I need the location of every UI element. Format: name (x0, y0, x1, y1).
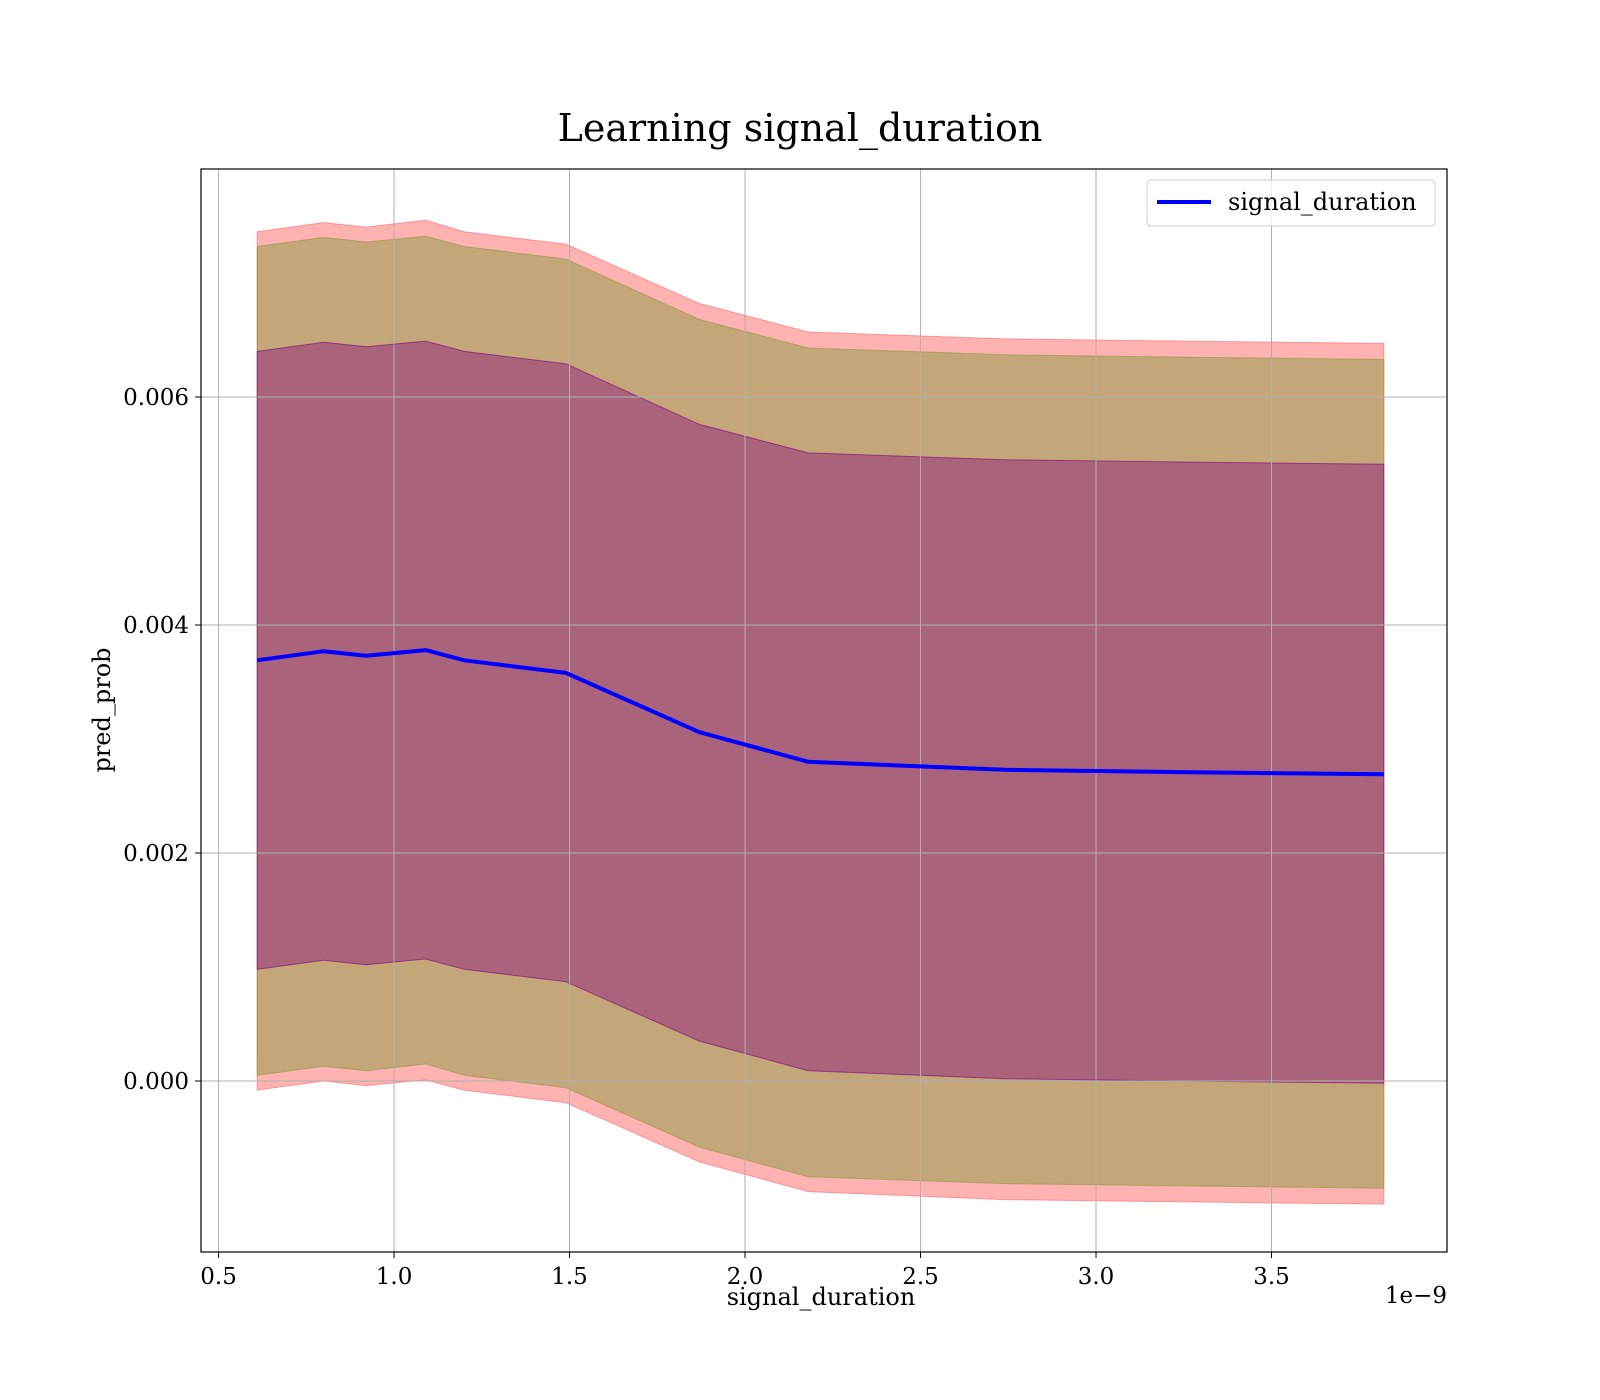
x-tick-label: 2.5 (902, 1264, 939, 1290)
x-offset-label: 1e−9 (1385, 1283, 1447, 1309)
series-line-1 (256, 648, 1384, 777)
axes-frame (200, 168, 1448, 1253)
plot-area: 0.5 1.0 1.5 2.0 2.5 3.0 3.5 0.000 0.002 0.004 0.00… (123, 168, 1448, 1290)
chart-title: Learning signal_duration (558, 106, 1043, 151)
x-tick-label: 0.5 (200, 1264, 237, 1290)
confidence-band-3 (256, 340, 1385, 1084)
x-tick-label: 1.0 (376, 1264, 413, 1290)
x-tick-label: 3.0 (1078, 1264, 1115, 1290)
y-tick-label: 0.000 (123, 1069, 189, 1095)
x-axis-label: signal_duration (727, 1283, 916, 1311)
y-tick-label: 0.004 (123, 613, 189, 639)
y-tick-label: 0.002 (123, 841, 189, 867)
y-axis-label: pred_prob (88, 647, 116, 772)
legend-label: signal_duration (1228, 188, 1417, 216)
x-tick-label: 3.5 (1253, 1264, 1290, 1290)
legend: signal_duration (1146, 179, 1436, 227)
y-tick-label: 0.006 (123, 385, 189, 411)
x-tick-label: 2.0 (727, 1264, 764, 1290)
confidence-band-2 (256, 235, 1385, 1189)
x-tick-label: 1.5 (551, 1264, 588, 1290)
legend-box (1146, 179, 1436, 227)
